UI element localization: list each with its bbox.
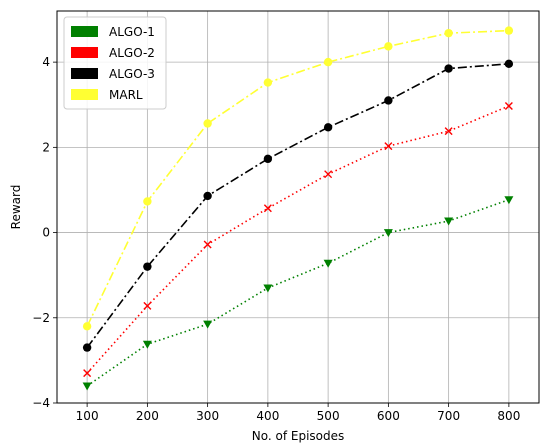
legend: ALGO-1 ALGO-2 ALGO-3 MARL <box>63 16 167 110</box>
x-marker-stroke <box>444 127 453 136</box>
x-tick-label: 500 <box>317 409 340 423</box>
circle-marker <box>143 197 152 206</box>
series-line <box>86 199 510 387</box>
x-tick-label: 600 <box>377 409 400 423</box>
triangle-marker <box>82 382 92 391</box>
x-tick-label: 700 <box>437 409 460 423</box>
triangle-marker <box>203 320 213 329</box>
circle-marker <box>82 343 92 352</box>
triangle-marker <box>323 259 333 268</box>
x-marker-stroke <box>203 240 212 249</box>
triangle-marker <box>383 229 393 238</box>
circle-marker <box>444 28 453 38</box>
x-tick-label: 300 <box>196 409 219 423</box>
x-tick-label: 400 <box>256 409 279 423</box>
circle-marker <box>82 322 92 331</box>
x-marker-stroke <box>324 170 333 179</box>
series-line <box>86 29 509 327</box>
triangle-marker <box>444 217 454 226</box>
circle-marker <box>504 59 514 69</box>
x-marker <box>324 170 333 179</box>
x-tick-label: 100 <box>76 409 99 423</box>
circle-marker <box>203 119 212 128</box>
y-tick-label: 2 <box>42 140 50 154</box>
legend-label: MARL <box>109 88 143 102</box>
series-line <box>86 63 509 349</box>
series-line <box>86 105 510 374</box>
x-marker-stroke <box>83 369 92 378</box>
y-tick-label: −4 <box>32 396 50 410</box>
circle-marker <box>203 191 212 201</box>
x-marker-stroke <box>504 102 513 111</box>
circle-marker <box>143 262 152 271</box>
series-marl <box>82 26 514 331</box>
x-tick-label: 200 <box>136 409 159 423</box>
y-axis-label: Reward <box>9 185 23 230</box>
legend-swatch <box>71 47 98 58</box>
series-lines <box>82 26 514 391</box>
x-marker <box>444 127 453 136</box>
x-marker <box>83 369 92 378</box>
circle-marker <box>384 96 393 105</box>
series-algo-1 <box>82 196 514 391</box>
circle-marker <box>323 57 333 67</box>
circle-marker <box>444 64 453 73</box>
legend-swatch <box>71 26 98 37</box>
legend-label: ALGO-2 <box>109 46 155 60</box>
y-tick-label: 4 <box>42 55 50 69</box>
legend-box <box>63 16 167 110</box>
circle-marker <box>384 42 393 51</box>
x-marker-stroke <box>263 204 272 213</box>
legend-label: ALGO-1 <box>109 25 155 39</box>
x-marker <box>384 142 393 151</box>
triangle-marker <box>142 340 152 349</box>
circle-marker <box>504 26 514 35</box>
x-axis-ticks: 100 200 300 400 500 600 700 800 <box>76 403 520 423</box>
x-marker-stroke <box>384 142 393 151</box>
circle-marker <box>323 123 333 132</box>
x-marker <box>504 102 513 111</box>
triangle-marker <box>504 196 514 205</box>
y-tick-label: −2 <box>32 311 50 325</box>
x-axis-label: No. of Episodes <box>252 429 345 443</box>
circle-marker <box>263 78 273 87</box>
y-axis-ticks: −4 −2 0 2 4 <box>32 55 57 410</box>
legend-swatch <box>71 89 98 100</box>
legend-label: ALGO-3 <box>109 67 155 81</box>
x-tick-label: 800 <box>497 409 520 423</box>
grid <box>57 11 539 404</box>
legend-swatch <box>71 68 98 79</box>
series-algo-2 <box>83 102 513 378</box>
triangle-marker <box>263 284 273 293</box>
x-marker <box>203 240 212 249</box>
series-algo-3 <box>82 59 514 352</box>
x-marker-stroke <box>143 301 152 310</box>
plot-frame <box>56 10 540 404</box>
circle-marker <box>263 154 273 164</box>
x-marker <box>263 204 272 213</box>
y-tick-label: 0 <box>42 226 50 240</box>
x-marker <box>143 301 152 310</box>
